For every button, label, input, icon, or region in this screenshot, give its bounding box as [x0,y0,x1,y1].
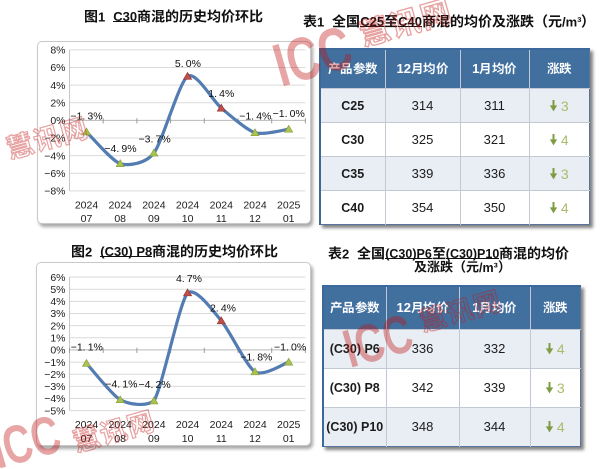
svg-text:−3%: −3% [44,381,65,393]
svg-text:6%: 6% [50,62,65,74]
svg-text:−4. 9%: −4. 9% [104,143,136,155]
svg-text:2024: 2024 [210,199,234,211]
svg-text:2. 4%: 2. 4% [210,303,236,315]
svg-text:−4%: −4% [44,150,65,162]
svg-text:10: 10 [182,213,194,225]
svg-text:−2%: −2% [44,369,65,381]
svg-text:−4%: −4% [44,393,65,405]
svg-text:2%: 2% [50,97,65,109]
svg-text:4%: 4% [50,80,65,92]
svg-text:−4. 2%: −4. 2% [139,379,171,391]
svg-text:2025: 2025 [277,419,301,431]
svg-text:08: 08 [114,213,126,225]
svg-text:11: 11 [216,433,227,445]
svg-text:2024: 2024 [109,199,133,211]
svg-text:12: 12 [249,213,261,225]
svg-text:01: 01 [283,213,295,225]
svg-text:12: 12 [249,433,261,445]
svg-text:ICC: ICC [0,130,7,207]
svg-text:09: 09 [148,433,160,445]
svg-text:−1%: −1% [44,357,65,369]
svg-text:−3. 7%: −3. 7% [139,134,171,146]
svg-text:8%: 8% [50,45,65,57]
svg-text:11: 11 [216,213,227,225]
svg-text:−1. 8%: −1. 8% [240,352,272,364]
svg-text:2025: 2025 [277,199,301,211]
svg-text:4%: 4% [50,296,65,308]
svg-text:1. 4%: 1. 4% [208,88,234,100]
svg-text:2%: 2% [50,320,65,332]
svg-text:0%: 0% [50,345,65,357]
svg-text:2024: 2024 [176,419,200,431]
svg-text:01: 01 [283,433,295,445]
svg-text:−5%: −5% [44,405,65,417]
svg-text:6%: 6% [50,272,65,284]
svg-text:−1. 0%: −1. 0% [274,342,306,354]
svg-text:ICC: ICC [0,404,68,469]
svg-text:2024: 2024 [210,419,234,431]
svg-text:−1. 0%: −1. 0% [273,108,305,120]
svg-text:−4. 1%: −4. 1% [105,379,137,391]
svg-text:5. 0%: 5. 0% [175,58,201,70]
svg-text:2024: 2024 [142,199,166,211]
svg-text:08: 08 [114,433,126,445]
svg-text:ICC: ICC [337,303,420,380]
svg-text:2024: 2024 [243,199,267,211]
svg-text:−1. 1%: −1. 1% [71,342,103,354]
svg-text:10: 10 [182,433,194,445]
svg-text:3%: 3% [50,308,65,320]
svg-text:1%: 1% [50,332,65,344]
svg-text:2024: 2024 [176,199,200,211]
svg-text:−8%: −8% [44,186,65,198]
svg-text:07: 07 [81,213,93,225]
svg-text:2024: 2024 [75,199,99,211]
svg-text:4. 7%: 4. 7% [176,273,202,285]
svg-text:5%: 5% [50,284,65,296]
svg-text:−1. 3%: −1. 3% [70,111,102,123]
svg-text:2024: 2024 [243,419,267,431]
svg-text:−6%: −6% [44,168,65,180]
svg-text:0%: 0% [50,115,65,127]
svg-text:−1. 4%: −1. 4% [239,111,271,123]
svg-text:09: 09 [148,213,160,225]
